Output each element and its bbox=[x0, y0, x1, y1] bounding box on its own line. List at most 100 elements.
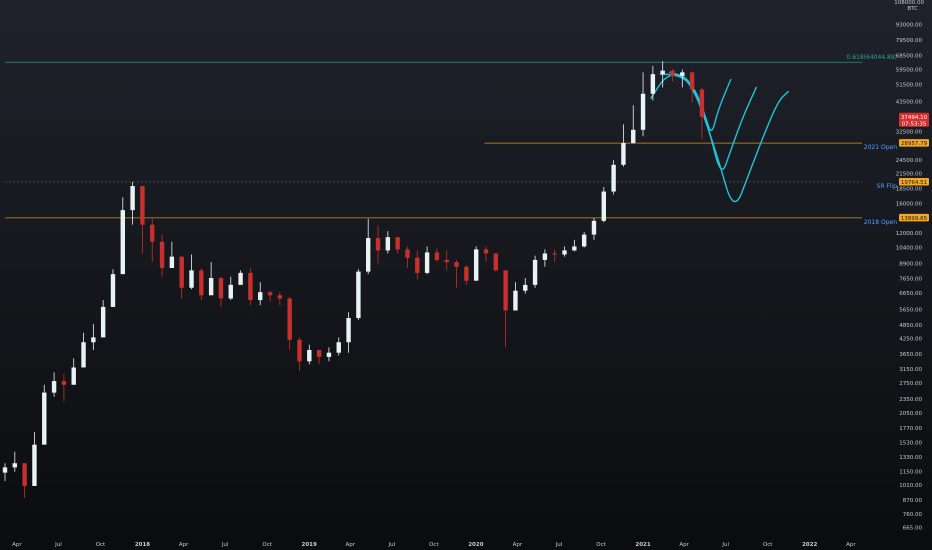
candle-body bbox=[2, 467, 8, 473]
level-labels: 0.618(64044.89) 2021 Open SR Flip 2018 Open bbox=[847, 54, 898, 226]
y-tick-label: 3150.00 bbox=[899, 367, 922, 373]
candle-body bbox=[395, 237, 400, 250]
price-tag bbox=[899, 112, 929, 127]
level-label: 2018 Open bbox=[864, 219, 897, 226]
candle-body bbox=[601, 191, 606, 221]
candle-body bbox=[51, 381, 57, 393]
candle-body bbox=[32, 444, 37, 486]
candle-body bbox=[621, 142, 626, 165]
candle-body bbox=[464, 266, 469, 281]
price-tag-countdown: 07:53:35 bbox=[902, 121, 927, 127]
y-tick-label: 4250.00 bbox=[899, 337, 922, 343]
x-tick-label: 2018 bbox=[135, 542, 150, 548]
y-tick-label: 1530.00 bbox=[899, 441, 922, 447]
y-tick-label: 870.00 bbox=[903, 498, 923, 504]
candle-body bbox=[483, 249, 489, 254]
candle-body bbox=[316, 349, 322, 357]
candle-body bbox=[532, 259, 538, 285]
axis-unit-currency: BTC bbox=[907, 6, 918, 12]
candle-body bbox=[660, 70, 665, 75]
axis-unit-top: 108000.00 bbox=[894, 0, 924, 6]
candle-body bbox=[228, 284, 233, 299]
y-tick-label: 32500.00 bbox=[896, 129, 923, 135]
x-tick-label: 2020 bbox=[468, 542, 483, 548]
candle-body bbox=[513, 290, 518, 311]
candle-body bbox=[689, 72, 695, 90]
candle-body bbox=[542, 253, 548, 260]
candle-body bbox=[523, 284, 528, 291]
candle-body bbox=[258, 292, 263, 301]
y-tick-label: 3650.00 bbox=[899, 352, 922, 358]
x-tick-label: Jul bbox=[555, 542, 563, 548]
time-axis[interactable]: Apr Jul Oct 2018 Apr Jul Oct 2019 Apr Jul Oct 2020 A… bbox=[12, 542, 856, 548]
candle-body bbox=[110, 274, 116, 307]
candle-body bbox=[444, 259, 449, 263]
candle-body bbox=[346, 318, 351, 343]
projection-path bbox=[669, 71, 789, 203]
price-tag-value: 37494.10 bbox=[901, 115, 928, 121]
candle-body bbox=[159, 241, 165, 268]
x-tick-label: Jul bbox=[54, 542, 62, 548]
candle-body bbox=[699, 89, 705, 117]
candle-body bbox=[424, 252, 430, 273]
candle-body bbox=[366, 238, 371, 272]
candle-body bbox=[81, 342, 86, 368]
candles bbox=[2, 61, 705, 498]
y-tick-label: 2350.00 bbox=[899, 397, 922, 403]
candle-body bbox=[336, 342, 341, 353]
candle-body bbox=[12, 463, 18, 468]
y-tick-label: 68500.00 bbox=[896, 53, 923, 59]
candle-body bbox=[208, 278, 214, 296]
candle-body bbox=[611, 164, 616, 192]
grid-and-levels bbox=[5, 61, 862, 219]
candle-body bbox=[297, 339, 302, 362]
candle-body bbox=[385, 237, 391, 251]
candle-body bbox=[22, 463, 27, 486]
candle-body bbox=[591, 220, 597, 235]
y-tick-label: 1150.00 bbox=[899, 470, 922, 476]
candle-body bbox=[179, 256, 184, 288]
y-tick-label: 5650.00 bbox=[899, 308, 922, 314]
candle-body bbox=[503, 270, 508, 311]
candle-body bbox=[552, 253, 557, 255]
candle-body bbox=[140, 186, 145, 225]
candle-body bbox=[150, 224, 155, 242]
x-tick-label: 2022 bbox=[802, 542, 817, 548]
candle-body bbox=[91, 337, 96, 343]
x-tick-label: Apr bbox=[679, 542, 689, 548]
price-tag bbox=[899, 213, 929, 222]
x-tick-label: Oct bbox=[96, 542, 106, 548]
candle-body bbox=[680, 72, 685, 76]
level-label: 0.618(64044.89) bbox=[847, 54, 898, 61]
level-label: SR Flip bbox=[877, 183, 898, 190]
candle-body bbox=[454, 262, 459, 267]
candle-body bbox=[640, 93, 646, 130]
candle-body bbox=[61, 381, 67, 385]
y-tick-label: 8900.00 bbox=[899, 261, 922, 267]
x-tick-label: Jul bbox=[388, 542, 396, 548]
candle-body bbox=[248, 272, 253, 301]
candle-body bbox=[631, 129, 636, 143]
y-tick-label: 760.00 bbox=[903, 512, 923, 518]
y-tick-label: 6650.00 bbox=[899, 291, 922, 297]
y-tick-label: 2750.00 bbox=[899, 381, 922, 387]
x-tick-label: Apr bbox=[513, 542, 523, 548]
x-tick-label: Apr bbox=[846, 542, 856, 548]
y-tick-label: 1770.00 bbox=[899, 426, 922, 432]
x-tick-label: Apr bbox=[12, 542, 22, 548]
y-tick-label: 7650.00 bbox=[899, 277, 922, 283]
x-tick-label: Oct bbox=[596, 542, 606, 548]
candle-body bbox=[493, 253, 499, 271]
y-tick-label: 1330.00 bbox=[899, 455, 922, 461]
price-axis[interactable]: 108000.00 BTC 93000.00 79500.00 68500.00 59… bbox=[894, 0, 924, 532]
candle-body bbox=[120, 210, 125, 275]
y-tick-label: 10400.00 bbox=[896, 245, 923, 251]
price-tag bbox=[899, 139, 929, 147]
x-tick-label: Apr bbox=[346, 542, 356, 548]
price-tag bbox=[899, 178, 929, 186]
y-tick-label: 18500.00 bbox=[896, 187, 923, 193]
candle-body bbox=[405, 249, 410, 258]
candle-body bbox=[670, 70, 675, 76]
